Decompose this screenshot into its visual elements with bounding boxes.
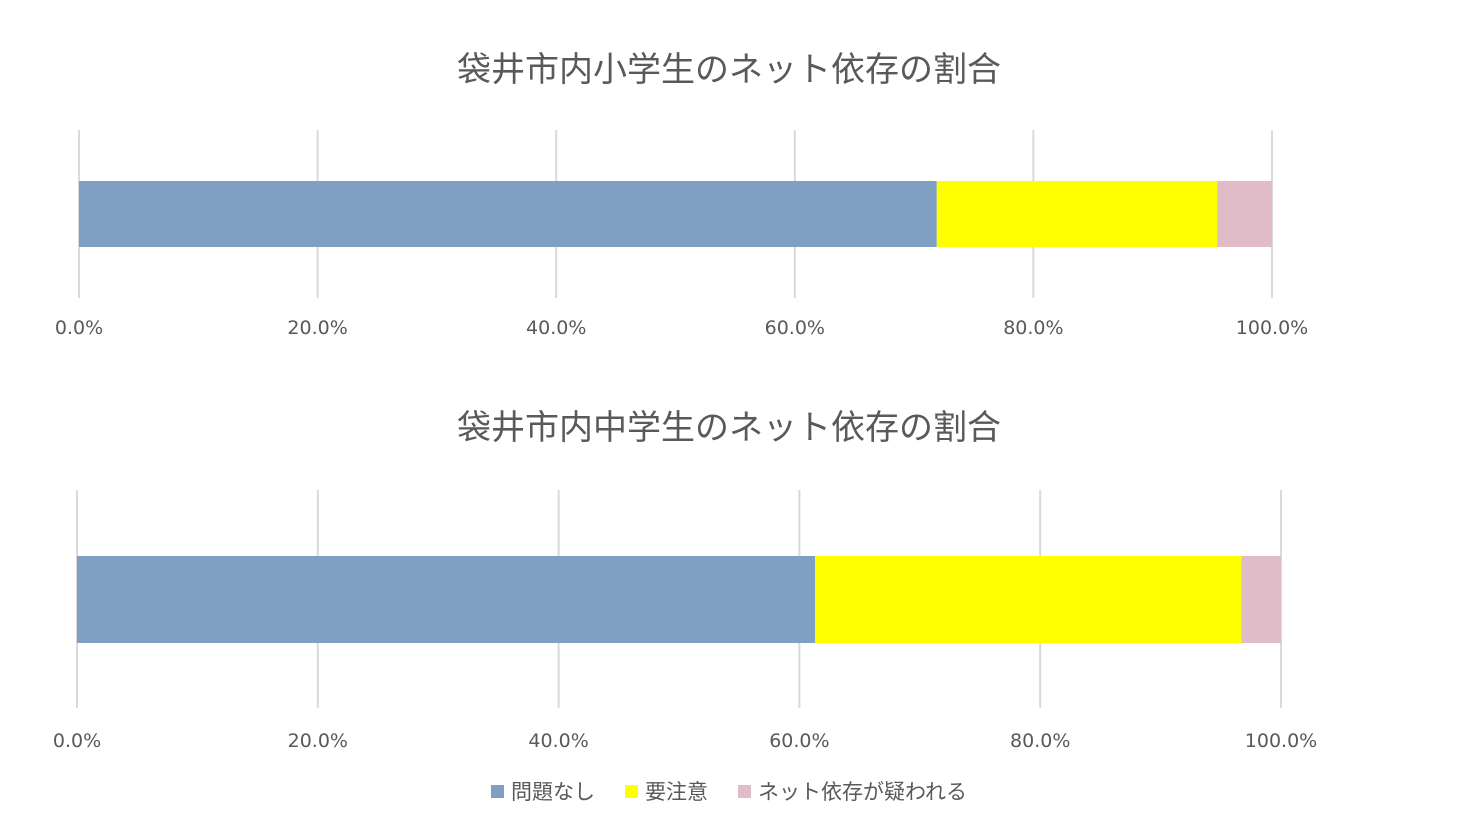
legend: 問題なし 要注意 ネット依存が疑われる (0, 776, 1458, 806)
legend-swatch-caution (625, 784, 639, 798)
x-tick-label-1-3: 60.0% (769, 730, 829, 752)
legend-item-suspected: ネット依存が疑われる (738, 776, 967, 806)
legend-label-ok: 問題なし (511, 780, 596, 804)
x-tick-label-1-2: 40.0% (528, 730, 588, 752)
bar-segment-1-1 (815, 556, 1242, 643)
x-tick-label-0-4: 80.0% (1003, 317, 1063, 339)
legend-swatch-suspected (738, 784, 752, 798)
x-tick-label-1-5: 100.0% (1245, 730, 1317, 752)
legend-label-suspected: ネット依存が疑われる (758, 780, 967, 804)
x-tick-label-0-2: 40.0% (526, 317, 586, 339)
x-tick-label-0-5: 100.0% (1236, 317, 1308, 339)
bar-segment-0-2 (1217, 181, 1272, 247)
bar-segment-1-0 (77, 556, 816, 643)
x-tick-label-1-1: 20.0% (288, 730, 348, 752)
chart-title-junior-high: 袋井市内中学生のネット依存の割合 (457, 408, 1001, 448)
legend-item-ok: 問題なし (491, 776, 595, 806)
x-tick-label-0-3: 60.0% (765, 317, 825, 339)
bar-segment-0-1 (936, 181, 1218, 247)
x-tick-label-0-1: 20.0% (287, 317, 347, 339)
legend-item-caution: 要注意 (625, 776, 708, 806)
chart-title-elementary: 袋井市内小学生のネット依存の割合 (457, 50, 1001, 90)
x-tick-label-1-4: 80.0% (1010, 730, 1070, 752)
bar-segment-1-2 (1241, 556, 1281, 643)
x-tick-label-1-0: 0.0% (53, 730, 101, 752)
legend-swatch-ok (491, 784, 505, 798)
legend-label-caution: 要注意 (645, 780, 709, 804)
bar-segment-0-0 (79, 181, 937, 247)
x-tick-label-0-0: 0.0% (55, 317, 103, 339)
